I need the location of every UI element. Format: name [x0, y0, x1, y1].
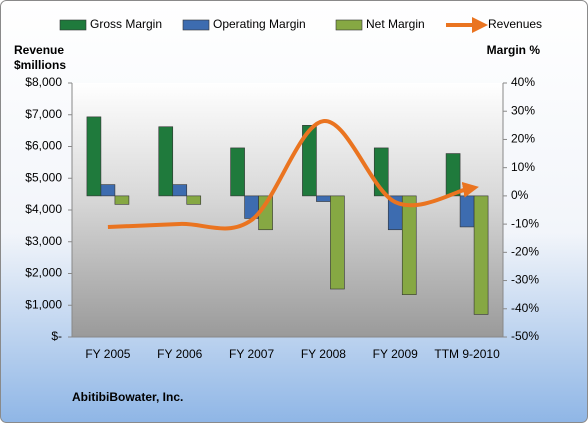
- bar: [316, 195, 331, 202]
- x-tick-label: FY 2007: [229, 347, 274, 361]
- y2-tick-label: -20%: [511, 245, 539, 259]
- y2-tick-label: 20%: [511, 132, 535, 146]
- bar: [302, 125, 317, 197]
- plot-area: [72, 83, 503, 337]
- y2-tick-label: 30%: [511, 103, 535, 117]
- bar: [186, 195, 202, 205]
- bar: [459, 195, 475, 228]
- y2-axis-title: Margin %: [487, 43, 541, 57]
- bar: [172, 184, 188, 197]
- y-tick-label: $2,000: [25, 266, 62, 280]
- bar: [86, 116, 102, 197]
- bar: [114, 195, 130, 205]
- bar: [445, 153, 461, 197]
- y2-tick-label: -40%: [511, 301, 539, 315]
- y2-tick-label: 0%: [511, 188, 529, 202]
- x-tick-label: TTM 9-2010: [434, 347, 500, 361]
- legend-swatch: [335, 19, 363, 31]
- y-tick-label: $3,000: [25, 234, 62, 248]
- bar: [401, 195, 417, 295]
- legend-swatch: [59, 19, 87, 31]
- bar: [330, 195, 345, 290]
- y-tick-label: $6,000: [25, 139, 62, 153]
- bar: [230, 147, 245, 197]
- y-tick-label: $5,000: [25, 170, 62, 184]
- x-tick-label: FY 2005: [85, 347, 130, 361]
- x-tick-label: FY 2008: [301, 347, 346, 361]
- y-axis-title: $millions: [14, 58, 66, 72]
- y2-tick-label: 10%: [511, 160, 535, 174]
- y2-tick-label: 40%: [511, 75, 535, 89]
- legend-label: Revenues: [488, 17, 542, 31]
- y2-tick-label: -50%: [511, 329, 539, 343]
- legend-label: Net Margin: [366, 17, 425, 31]
- legend-swatch: [182, 19, 210, 31]
- y-tick-label: $1,000: [25, 297, 62, 311]
- y-axis-title: Revenue: [14, 43, 64, 57]
- bar: [158, 126, 174, 197]
- legend-label: Gross Margin: [90, 17, 162, 31]
- footer: AbitibiBowater, Inc.: [72, 390, 183, 404]
- y-tick-label: $-: [51, 329, 62, 343]
- y2-tick-label: -10%: [511, 216, 539, 230]
- x-tick-label: FY 2009: [373, 347, 418, 361]
- y-tick-label: $7,000: [25, 107, 62, 121]
- y-tick-label: $4,000: [25, 202, 62, 216]
- bar: [473, 195, 489, 315]
- legend-label: Operating Margin: [213, 17, 306, 31]
- revenue-line: [107, 119, 479, 231]
- x-tick-label: FY 2006: [157, 347, 202, 361]
- y2-tick-label: -30%: [511, 273, 539, 287]
- y-tick-label: $8,000: [25, 75, 62, 89]
- bar: [100, 184, 116, 197]
